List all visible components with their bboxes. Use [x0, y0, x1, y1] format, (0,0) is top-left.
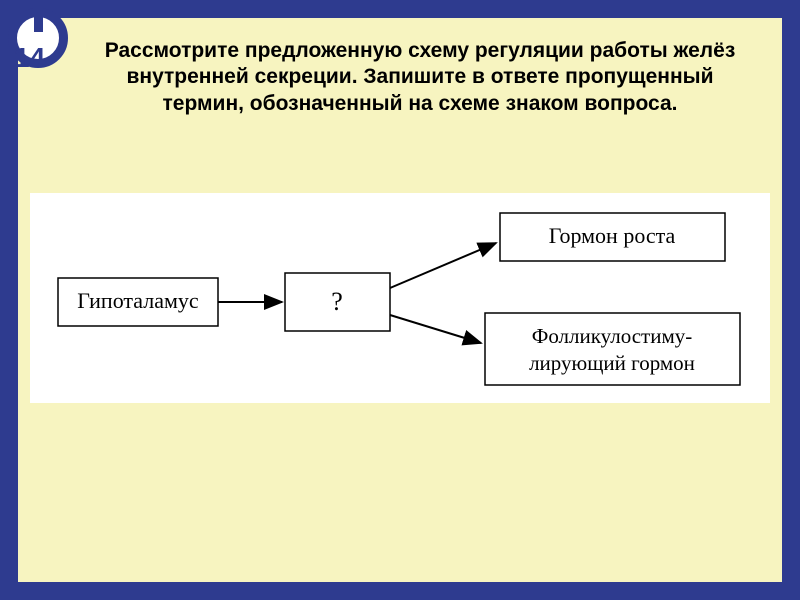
node-bottom-right-line2: лирующий гормон — [529, 351, 695, 375]
slide-frame: 14 Рассмотрите предложенную схему регуля… — [0, 0, 800, 600]
slide-title: Рассмотрите предложенную схему регуляции… — [18, 18, 782, 127]
flowchart-svg: Гипоталамус ? Гормон роста Фолликулостим… — [30, 193, 770, 403]
slide-number-badge: 14 — [8, 8, 78, 78]
node-left-label: Гипоталамус — [77, 288, 199, 313]
diagram-container: Гипоталамус ? Гормон роста Фолликулостим… — [30, 193, 770, 403]
edge-center-bottom — [390, 315, 481, 343]
slide-number: 14 — [14, 42, 45, 74]
edge-center-top — [390, 243, 496, 288]
slide-panel: 14 Рассмотрите предложенную схему регуля… — [18, 18, 782, 582]
node-top-right-label: Гормон роста — [549, 223, 676, 248]
badge-bar-icon — [34, 2, 43, 32]
node-center-label: ? — [331, 287, 343, 316]
node-bottom-right-line1: Фолликулостиму- — [532, 324, 693, 348]
